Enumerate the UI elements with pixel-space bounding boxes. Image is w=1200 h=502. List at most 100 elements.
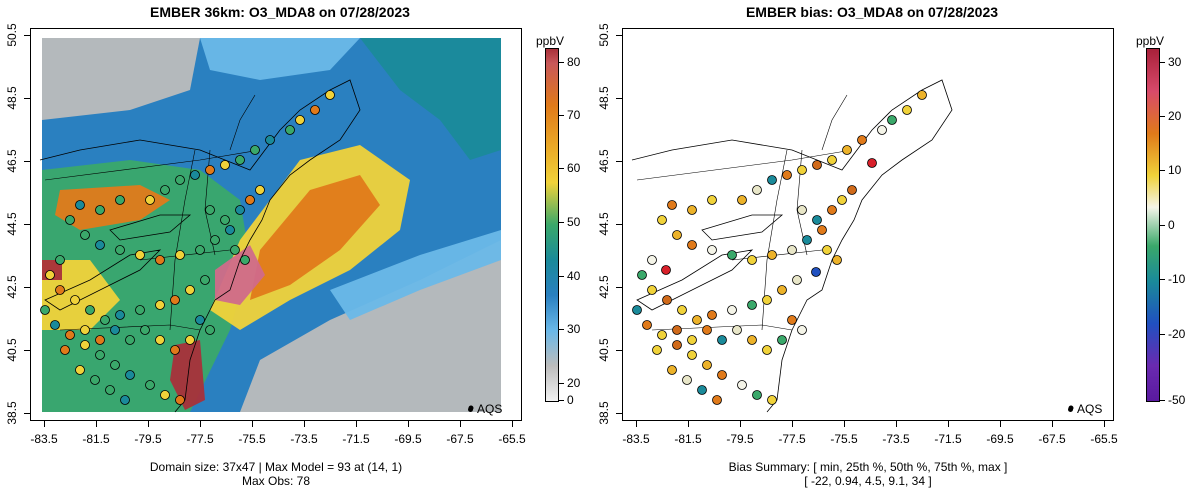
aqs-site-bias-marker xyxy=(902,105,912,115)
aqs-site-bias-marker xyxy=(917,90,927,100)
colorbar-tick-mark xyxy=(1160,116,1165,117)
aqs-site-marker xyxy=(80,325,90,335)
x-tick-mark xyxy=(252,421,253,427)
aqs-site-marker xyxy=(95,240,105,250)
x-tick-mark xyxy=(200,421,201,427)
aqs-site-bias-marker xyxy=(667,365,677,375)
y-tick-mark xyxy=(616,35,622,36)
left-state-border xyxy=(44,149,261,181)
aqs-site-marker xyxy=(175,395,185,405)
aqs-site-marker xyxy=(135,305,145,315)
aqs-site-bias-marker xyxy=(787,245,797,255)
left-state-border xyxy=(59,324,201,331)
left-panel-title: EMBER 36km: O3_MDA8 on 07/28/2023 xyxy=(150,4,410,20)
right-state-border xyxy=(651,324,793,331)
x-tick-label: -69.5 xyxy=(986,432,1014,446)
aqs-site-bias-marker xyxy=(767,395,777,405)
aqs-site-bias-marker xyxy=(847,185,857,195)
aqs-site-bias-marker xyxy=(727,250,737,260)
x-tick-mark xyxy=(460,421,461,427)
x-tick-label: -65.5 xyxy=(498,432,526,446)
aqs-site-marker xyxy=(80,230,90,240)
aqs-dot-icon xyxy=(1068,406,1073,412)
field-coastal-orange xyxy=(250,175,380,300)
left-coastline xyxy=(39,79,361,413)
aqs-site-marker xyxy=(210,235,220,245)
aqs-site-bias-marker xyxy=(827,205,837,215)
left-obs-sites xyxy=(40,90,335,405)
aqs-site-marker xyxy=(80,340,90,350)
aqs-site-marker xyxy=(170,295,180,305)
colorbar-tick-label: 40 xyxy=(567,269,581,283)
aqs-site-marker xyxy=(295,115,305,125)
aqs-site-marker xyxy=(75,200,85,210)
right-state-border xyxy=(761,149,788,331)
aqs-site-bias-marker xyxy=(737,380,747,390)
y-tick-label: 42.5 xyxy=(597,275,611,299)
aqs-site-bias-marker xyxy=(752,390,762,400)
x-tick-mark xyxy=(844,421,845,427)
field-north-gray xyxy=(42,38,200,120)
field-coastal-pink xyxy=(215,245,265,305)
x-tick-label: -75.5 xyxy=(830,432,858,446)
right-caption-line2: [ -22, 0.94, 4.5, 9.1, 34 ] xyxy=(804,474,932,488)
aqs-site-bias-marker xyxy=(812,160,822,170)
x-tick-mark xyxy=(688,421,689,427)
aqs-site-bias-marker xyxy=(707,245,717,255)
x-tick-mark xyxy=(44,421,45,427)
field-chesapeake-red xyxy=(170,340,205,410)
left-state-border xyxy=(169,149,196,331)
aqs-site-bias-marker xyxy=(777,285,787,295)
colorbar-tick-label: -10 xyxy=(1168,272,1186,286)
colorbar-tick-mark xyxy=(559,168,564,169)
aqs-site-marker xyxy=(120,395,130,405)
y-tick-mark xyxy=(616,98,622,99)
colorbar-tick-label: 20 xyxy=(567,376,581,390)
aqs-site-bias-marker xyxy=(707,310,717,320)
left-legend-label: AQS xyxy=(477,402,503,416)
aqs-site-bias-marker xyxy=(632,305,642,315)
aqs-site-bias-marker xyxy=(687,240,697,250)
aqs-site-bias-marker xyxy=(797,165,807,175)
aqs-site-bias-marker xyxy=(657,215,667,225)
aqs-site-marker xyxy=(45,270,55,280)
right-state-border xyxy=(731,249,823,261)
y-tick-mark xyxy=(24,287,30,288)
colorbar-tick-mark xyxy=(1160,170,1165,171)
aqs-site-marker xyxy=(115,195,125,205)
aqs-site-marker xyxy=(55,285,65,295)
y-tick-mark xyxy=(24,98,30,99)
aqs-site-marker xyxy=(205,325,215,335)
aqs-site-marker xyxy=(160,185,170,195)
right-obs-sites xyxy=(632,90,927,405)
y-tick-mark xyxy=(616,413,622,414)
right-state-border xyxy=(636,149,853,181)
aqs-site-bias-marker xyxy=(637,270,647,280)
aqs-site-bias-marker xyxy=(697,385,707,395)
x-tick-mark xyxy=(1000,421,1001,427)
right-map-frame xyxy=(622,28,1114,421)
x-tick-mark xyxy=(148,421,149,427)
aqs-site-bias-marker xyxy=(762,295,772,305)
aqs-site-marker xyxy=(105,385,115,395)
aqs-site-bias-marker xyxy=(647,285,657,295)
x-tick-label: -73.5 xyxy=(882,432,910,446)
aqs-site-bias-marker xyxy=(842,145,852,155)
x-tick-label: -77.5 xyxy=(778,432,806,446)
aqs-site-marker xyxy=(75,365,85,375)
left-colorbar xyxy=(545,48,559,402)
x-tick-label: -75.5 xyxy=(238,432,266,446)
aqs-site-bias-marker xyxy=(787,315,797,325)
aqs-site-marker xyxy=(95,350,105,360)
aqs-site-marker xyxy=(40,305,50,315)
aqs-site-bias-marker xyxy=(877,125,887,135)
y-tick-label: 40.5 xyxy=(597,338,611,362)
colorbar-tick-label: 0 xyxy=(1168,218,1175,232)
colorbar-tick-mark xyxy=(559,62,564,63)
aqs-site-bias-marker xyxy=(797,325,807,335)
aqs-site-bias-marker xyxy=(702,360,712,370)
colorbar-tick-mark xyxy=(1160,225,1165,226)
aqs-site-bias-max-marker xyxy=(867,158,877,168)
